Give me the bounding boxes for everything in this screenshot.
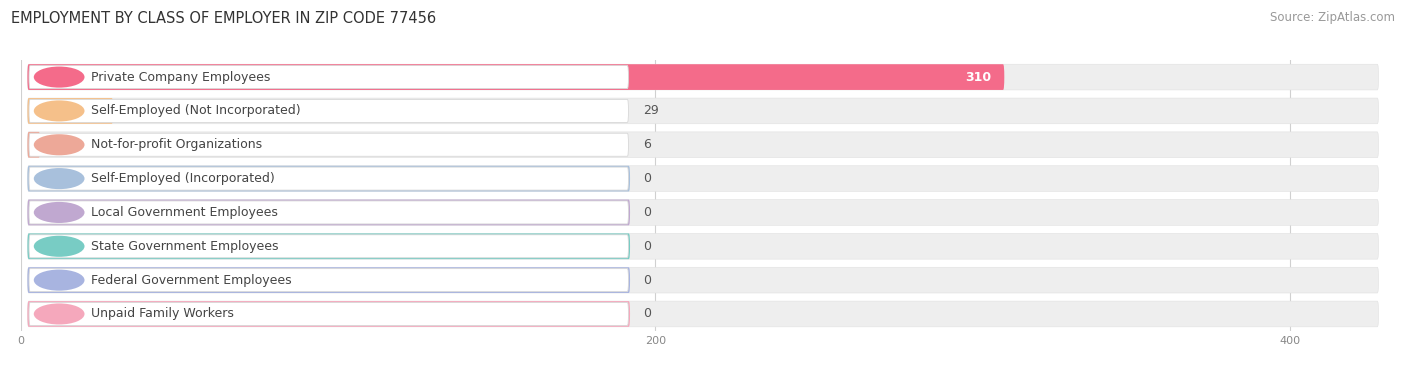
FancyBboxPatch shape xyxy=(30,201,628,224)
Ellipse shape xyxy=(34,303,84,324)
Text: Not-for-profit Organizations: Not-for-profit Organizations xyxy=(91,138,262,151)
Text: Source: ZipAtlas.com: Source: ZipAtlas.com xyxy=(1270,11,1395,24)
Text: Private Company Employees: Private Company Employees xyxy=(91,71,270,83)
FancyBboxPatch shape xyxy=(28,200,1378,225)
Ellipse shape xyxy=(34,236,84,257)
FancyBboxPatch shape xyxy=(30,133,628,156)
Text: 0: 0 xyxy=(643,308,651,320)
FancyBboxPatch shape xyxy=(30,302,628,326)
FancyBboxPatch shape xyxy=(28,98,112,124)
Text: Self-Employed (Not Incorporated): Self-Employed (Not Incorporated) xyxy=(91,105,301,117)
FancyBboxPatch shape xyxy=(28,301,630,327)
Ellipse shape xyxy=(34,202,84,223)
Text: Self-Employed (Incorporated): Self-Employed (Incorporated) xyxy=(91,172,274,185)
Text: 0: 0 xyxy=(643,274,651,287)
FancyBboxPatch shape xyxy=(30,268,628,292)
FancyBboxPatch shape xyxy=(30,167,628,190)
Text: Local Government Employees: Local Government Employees xyxy=(91,206,278,219)
FancyBboxPatch shape xyxy=(28,200,630,225)
Ellipse shape xyxy=(34,168,84,189)
FancyBboxPatch shape xyxy=(28,64,1378,90)
FancyBboxPatch shape xyxy=(28,166,630,191)
Ellipse shape xyxy=(34,270,84,291)
FancyBboxPatch shape xyxy=(28,98,1378,124)
FancyBboxPatch shape xyxy=(28,267,1378,293)
FancyBboxPatch shape xyxy=(28,267,630,293)
FancyBboxPatch shape xyxy=(28,132,1378,158)
Text: 0: 0 xyxy=(643,172,651,185)
FancyBboxPatch shape xyxy=(28,233,1378,259)
FancyBboxPatch shape xyxy=(28,132,41,158)
Text: 29: 29 xyxy=(643,105,658,117)
FancyBboxPatch shape xyxy=(30,235,628,258)
Text: State Government Employees: State Government Employees xyxy=(91,240,278,253)
FancyBboxPatch shape xyxy=(28,233,630,259)
Text: 6: 6 xyxy=(643,138,651,151)
FancyBboxPatch shape xyxy=(28,166,1378,191)
FancyBboxPatch shape xyxy=(30,99,628,123)
Text: 310: 310 xyxy=(966,71,991,83)
Ellipse shape xyxy=(34,100,84,121)
Text: 0: 0 xyxy=(643,240,651,253)
Text: Federal Government Employees: Federal Government Employees xyxy=(91,274,291,287)
Text: EMPLOYMENT BY CLASS OF EMPLOYER IN ZIP CODE 77456: EMPLOYMENT BY CLASS OF EMPLOYER IN ZIP C… xyxy=(11,11,436,26)
FancyBboxPatch shape xyxy=(30,65,628,89)
FancyBboxPatch shape xyxy=(28,64,1004,90)
Ellipse shape xyxy=(34,67,84,88)
Text: Unpaid Family Workers: Unpaid Family Workers xyxy=(91,308,233,320)
FancyBboxPatch shape xyxy=(28,301,1378,327)
Ellipse shape xyxy=(34,134,84,155)
Text: 0: 0 xyxy=(643,206,651,219)
